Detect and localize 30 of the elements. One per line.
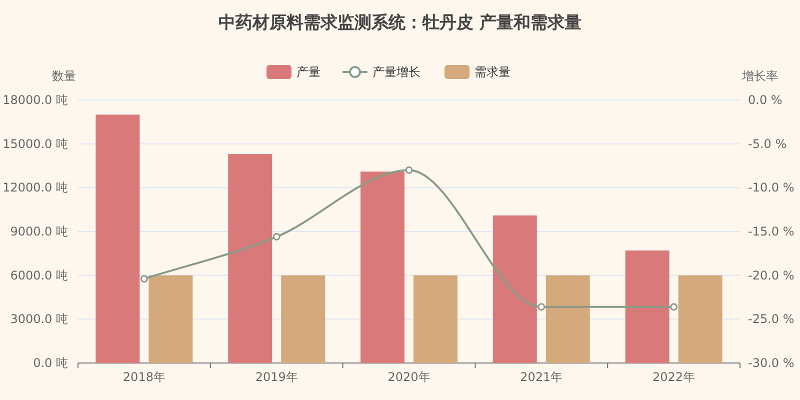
point — [272, 233, 280, 241]
y-tick-label: 15000.0 吨 — [2, 136, 68, 151]
x-tick-label: 2021年 — [520, 370, 563, 384]
y-tick-label: 0.0 吨 — [33, 356, 68, 370]
y-tick-label: 18000.0 吨 — [2, 93, 68, 107]
x-tick-label: 2019年 — [255, 370, 298, 384]
point — [670, 303, 678, 311]
y2-tick-label: -5.0 % — [748, 136, 787, 151]
x-tick-label: 2018年 — [122, 370, 166, 384]
y2-tick-label: -25.0 % — [748, 312, 794, 326]
y2-tick-label: -20.0 % — [748, 268, 794, 282]
legend-label: 产量增长 — [372, 65, 420, 79]
y-axis-title: 数量 — [52, 69, 76, 83]
y2-axis-title: 增长率 — [741, 69, 778, 83]
x-tick-label: 2022年 — [652, 370, 696, 384]
y-tick-label: 6000.0 吨 — [10, 268, 68, 282]
y2-tick-label: 0.0 % — [748, 93, 782, 107]
y2-tick-label: -30.0 % — [748, 356, 794, 370]
x-tick-label: 2020年 — [388, 370, 430, 384]
y-tick-label: 9000.0 吨 — [10, 224, 68, 238]
chart-title: 中药材原料需求监测系统：牡丹皮 产量和需求量 — [218, 13, 582, 33]
y2-tick-label: -15.0 % — [748, 224, 794, 238]
point — [405, 166, 413, 174]
y-tick-label: 12000.0 吨 — [2, 180, 68, 195]
y-tick-label: 3000.0 吨 — [10, 312, 68, 326]
y2-tick-label: -10.0 % — [748, 180, 794, 195]
point — [140, 275, 148, 283]
legend-label: 产量 — [296, 65, 320, 79]
legend-label: 需求量 — [474, 65, 510, 79]
point — [538, 303, 546, 311]
